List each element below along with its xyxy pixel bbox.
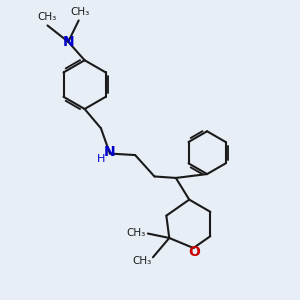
Text: CH₃: CH₃ [38,13,57,22]
Text: O: O [188,244,200,259]
Text: CH₃: CH₃ [70,8,90,17]
Text: N: N [62,35,74,49]
Text: CH₃: CH₃ [126,228,146,238]
Text: N: N [104,145,116,159]
Text: H: H [98,154,106,164]
Text: CH₃: CH₃ [132,256,152,266]
